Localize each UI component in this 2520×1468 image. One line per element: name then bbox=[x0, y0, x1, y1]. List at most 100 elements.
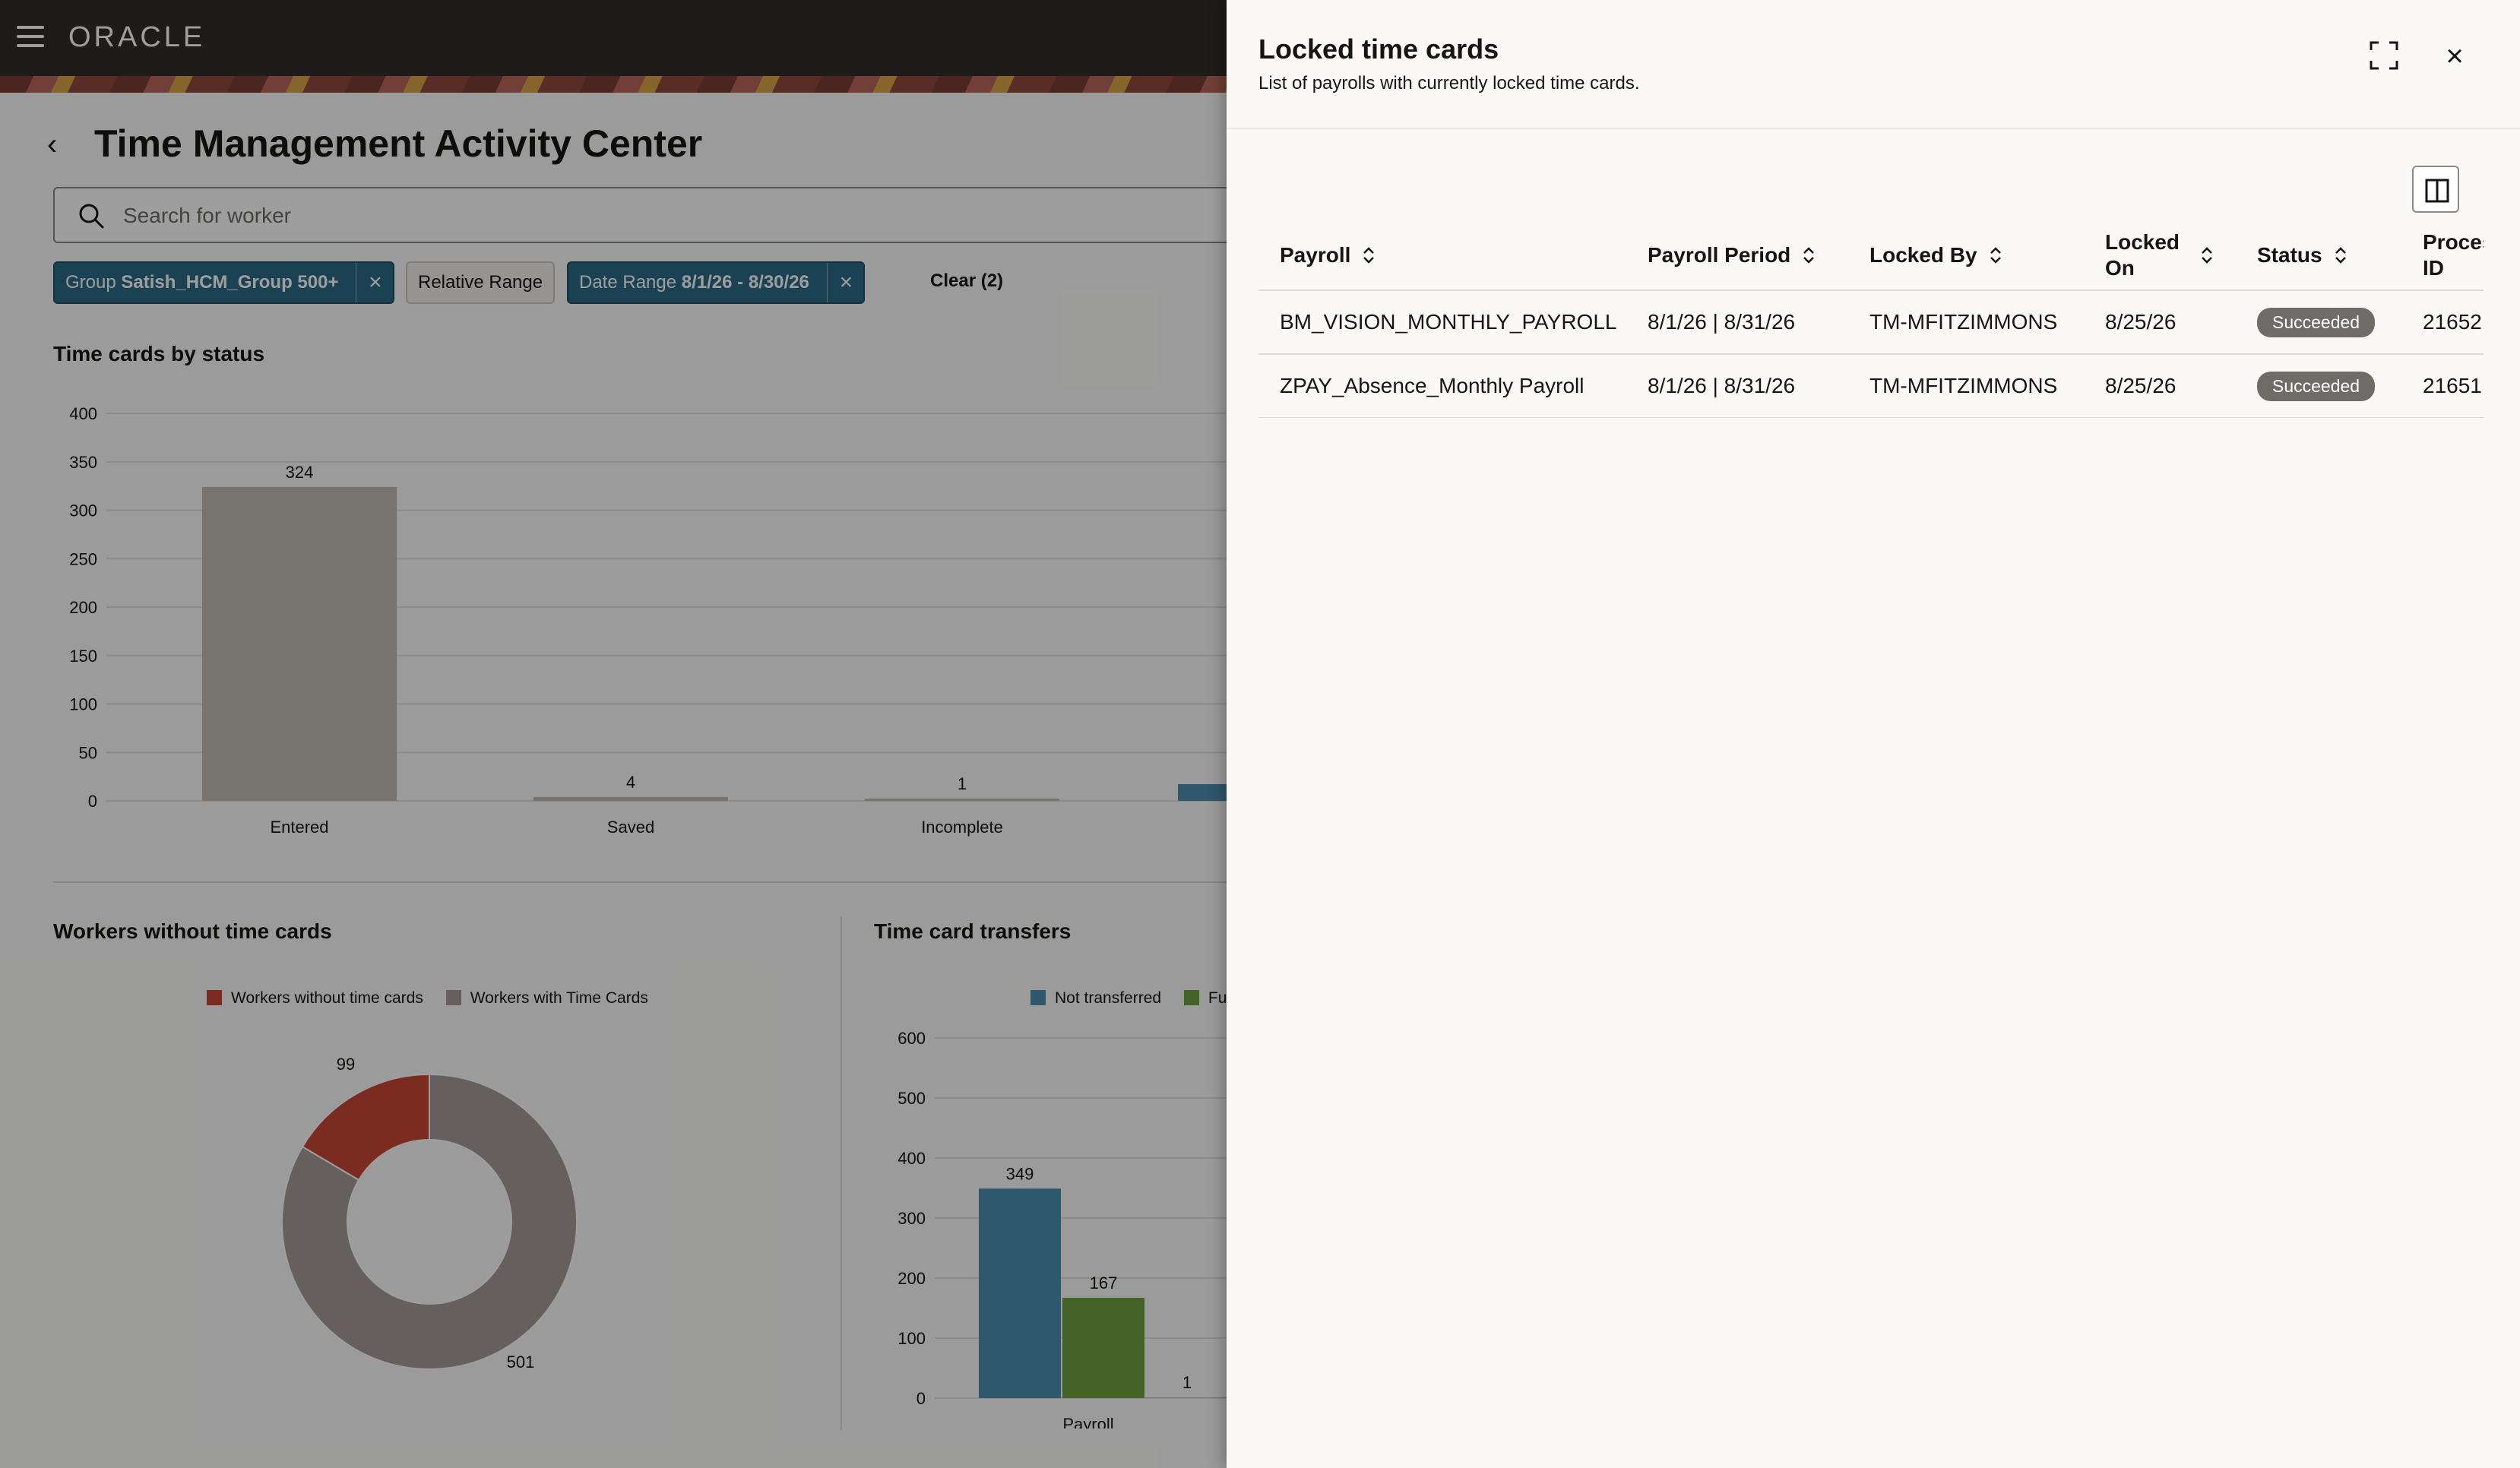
section-title-time-card-transfers: Time card transfers bbox=[874, 919, 1072, 943]
filter-chip-group[interactable]: Group Satish_HCM_Group 500+ × bbox=[53, 261, 394, 304]
column-header-payroll-period[interactable]: Payroll Period bbox=[1626, 220, 1848, 291]
data-label: 167 bbox=[1090, 1273, 1118, 1292]
oracle-logo[interactable]: ORACLE bbox=[68, 21, 206, 53]
table-row[interactable]: BM_VISION_MONTHLY_PAYROLL 8/1/26 | 8/31/… bbox=[1258, 290, 2484, 355]
y-tick-label: 300 bbox=[898, 1209, 926, 1228]
donut-legend: Workers without time cards Workers with … bbox=[207, 989, 666, 1008]
legend-label: Workers without time cards bbox=[231, 989, 423, 1007]
sort-icon[interactable] bbox=[1988, 245, 2003, 266]
sort-icon[interactable] bbox=[1801, 245, 1816, 266]
column-header-locked-by[interactable]: Locked By bbox=[1848, 220, 2084, 291]
y-tick-label: 100 bbox=[898, 1329, 926, 1348]
cell-payroll: ZPAY_Absence_Monthly Payroll bbox=[1258, 354, 1626, 418]
section-title-time-cards-by-status: Time cards by status bbox=[53, 342, 265, 365]
y-tick-label: 100 bbox=[69, 695, 97, 714]
column-header-payroll[interactable]: Payroll bbox=[1258, 220, 1626, 291]
legend-item[interactable]: Workers with Time Cards bbox=[445, 989, 648, 1007]
bar bbox=[533, 796, 728, 801]
section-title-workers-without-time-cards: Workers without time cards bbox=[53, 919, 332, 943]
decorative-banner bbox=[0, 76, 1228, 93]
manage-columns-button[interactable] bbox=[2412, 166, 2459, 213]
cell-process-id: 21651 bbox=[2401, 354, 2484, 418]
cell-status: Succeeded bbox=[2236, 354, 2401, 418]
column-header-label: Process ID bbox=[2423, 229, 2484, 280]
remove-filter-icon[interactable]: × bbox=[826, 263, 853, 302]
sort-icon[interactable] bbox=[2333, 245, 2348, 266]
y-tick-label: 50 bbox=[79, 743, 97, 762]
legend-label: Workers with Time Cards bbox=[470, 989, 648, 1007]
legend-swatch bbox=[207, 990, 222, 1005]
status-badge: Succeeded bbox=[2257, 307, 2376, 337]
chip-prefix: Date Range bbox=[579, 272, 677, 293]
x-tick-label: Saved bbox=[607, 818, 654, 837]
data-label: 501 bbox=[507, 1353, 535, 1372]
table-row[interactable]: ZPAY_Absence_Monthly Payroll 8/1/26 | 8/… bbox=[1258, 354, 2484, 418]
filter-chip-date-range[interactable]: Date Range 8/1/26 - 8/30/26 × bbox=[567, 261, 866, 304]
cell-status: Succeeded bbox=[2236, 290, 2401, 355]
data-label: 349 bbox=[1006, 1164, 1034, 1183]
y-tick-label: 500 bbox=[898, 1089, 926, 1108]
cell-locked-on: 8/25/26 bbox=[2084, 354, 2236, 418]
data-label: 324 bbox=[286, 463, 314, 482]
x-tick-label: Payroll bbox=[1062, 1415, 1113, 1428]
column-header-label: Locked By bbox=[1869, 242, 1977, 267]
expand-fullscreen-icon[interactable] bbox=[2366, 38, 2401, 73]
workers-donut-chart: 99 501 bbox=[281, 1055, 578, 1372]
y-tick-label: 150 bbox=[69, 647, 97, 666]
bar bbox=[202, 486, 397, 801]
back-chevron-icon[interactable]: ‹ bbox=[47, 128, 58, 161]
data-label: 1 bbox=[958, 774, 967, 793]
legend-swatch bbox=[1183, 990, 1199, 1005]
filter-chip-relative-range[interactable]: Relative Range bbox=[406, 261, 556, 304]
legend-label: Fu bbox=[1208, 989, 1227, 1007]
remove-filter-icon[interactable]: × bbox=[356, 263, 382, 302]
column-header-process-id[interactable]: Process ID bbox=[2401, 220, 2484, 291]
chip-value: 8/1/26 - 8/30/26 bbox=[681, 272, 809, 293]
clear-filters-link[interactable]: Clear (2) bbox=[930, 271, 1004, 291]
search-icon bbox=[79, 204, 104, 229]
x-tick-label: Entered bbox=[270, 818, 328, 837]
y-tick-label: 0 bbox=[917, 1389, 926, 1408]
chip-prefix: Group bbox=[65, 272, 116, 293]
legend-item[interactable]: Fu bbox=[1183, 989, 1227, 1007]
y-tick-label: 400 bbox=[898, 1149, 926, 1168]
column-header-status[interactable]: Status bbox=[2236, 220, 2401, 291]
cell-locked-by: TM-MFITZIMMONS bbox=[1848, 354, 2084, 418]
column-header-locked-on[interactable]: Locked On bbox=[2084, 220, 2236, 291]
cell-locked-on: 8/25/26 bbox=[2084, 290, 2236, 355]
y-tick-label: 300 bbox=[69, 501, 97, 520]
hamburger-menu-icon[interactable] bbox=[17, 26, 44, 49]
page-title: Time Management Activity Center bbox=[94, 122, 703, 165]
y-tick-label: 0 bbox=[88, 792, 97, 811]
legend-swatch bbox=[1030, 990, 1046, 1005]
worker-search-box[interactable] bbox=[53, 187, 1228, 243]
cell-payroll-period: 8/1/26 | 8/31/26 bbox=[1626, 290, 1848, 355]
background-page: ORACLE ‹ Time Management Activity Center… bbox=[0, 0, 1228, 1468]
time-card-transfers-chart: 0 100 200 300 400 500 600 349 167 1 Payroll bbox=[898, 1029, 1228, 1428]
donut-slice bbox=[301, 1073, 430, 1182]
legend-item[interactable]: Not transferred bbox=[1030, 989, 1161, 1007]
legend-item[interactable]: Workers without time cards bbox=[207, 989, 423, 1007]
legend-label: Not transferred bbox=[1055, 989, 1162, 1007]
data-label: 4 bbox=[626, 773, 635, 792]
bar bbox=[1062, 1298, 1144, 1398]
drawer-header: Locked time cards List of payrolls with … bbox=[1227, 0, 2520, 129]
column-header-label: Payroll Period bbox=[1648, 242, 1791, 267]
y-tick-label: 350 bbox=[69, 453, 97, 472]
close-icon[interactable]: × bbox=[2446, 40, 2464, 73]
transfers-legend: Not transferred Fu bbox=[1030, 989, 1228, 1008]
sort-icon[interactable] bbox=[1361, 245, 1376, 266]
sort-icon[interactable] bbox=[2199, 245, 2214, 266]
section-divider bbox=[53, 881, 1228, 883]
x-tick-label: Incomplete bbox=[921, 818, 1003, 837]
bar bbox=[1178, 784, 1228, 801]
cell-process-id: 21652 bbox=[2401, 290, 2484, 355]
drawer-subtitle: List of payrolls with currently locked t… bbox=[1258, 73, 1640, 93]
locked-time-cards-drawer: Locked time cards List of payrolls with … bbox=[1227, 0, 2520, 1468]
search-input[interactable] bbox=[123, 202, 1187, 229]
bar bbox=[1146, 1397, 1228, 1398]
y-tick-label: 250 bbox=[69, 549, 97, 568]
table-header-row: Payroll Payroll Period Locked By Locked … bbox=[1258, 220, 2484, 291]
modal-scrim[interactable] bbox=[0, 0, 1228, 1468]
drawer-title: Locked time cards bbox=[1258, 33, 1499, 65]
